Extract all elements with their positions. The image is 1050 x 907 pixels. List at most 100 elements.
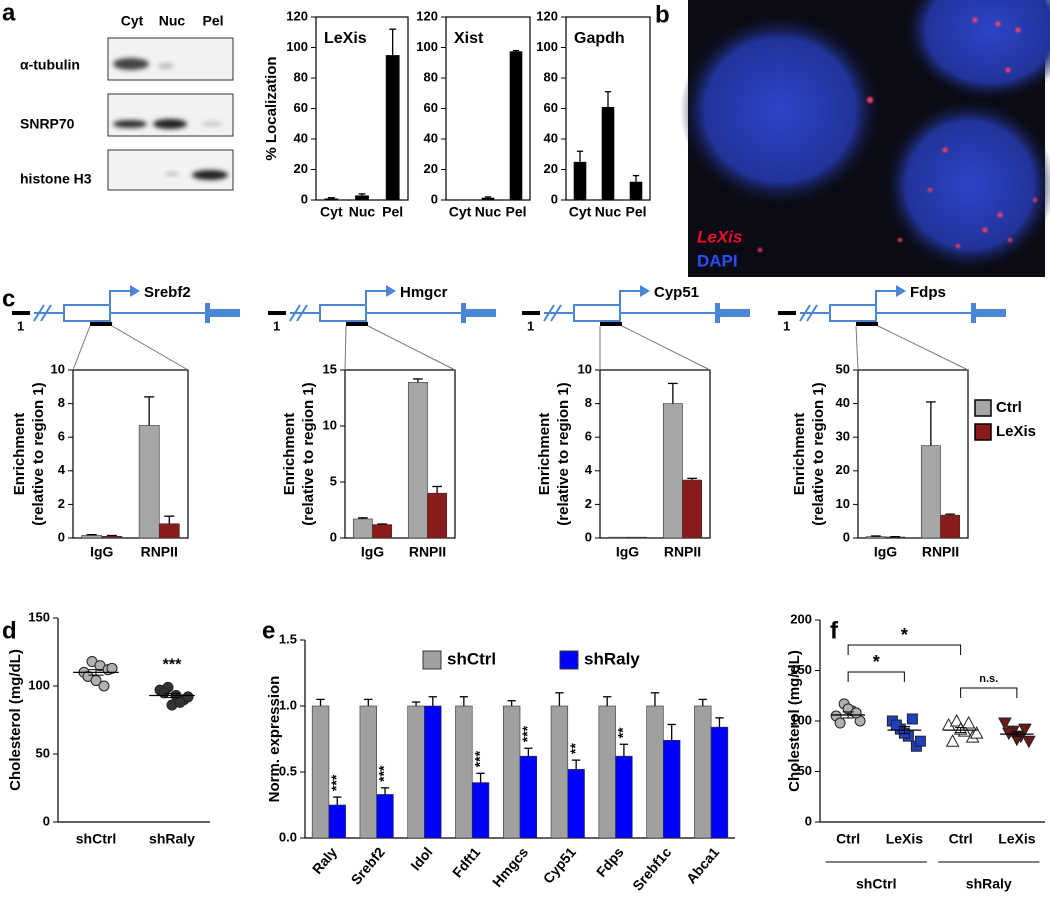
chart-title: Xist: [454, 30, 484, 47]
x-tick-label: Ctrl: [836, 831, 860, 847]
bar: [385, 55, 400, 200]
x-tick-label: Fdft1: [449, 844, 483, 881]
bar: [427, 492, 448, 539]
image-label: LeXis: [697, 227, 742, 246]
bar: [328, 804, 346, 839]
y-tick-label: 20: [544, 161, 558, 176]
bar: [629, 181, 643, 200]
bar: [424, 705, 442, 839]
y-tick-label: 100: [416, 39, 438, 54]
lane-label: Cyt: [121, 13, 144, 29]
y-axis-label: Enrichment: [281, 413, 298, 496]
legend-label: LeXis: [996, 423, 1036, 440]
x-tick-label: shCtrl: [76, 831, 116, 847]
zoom-line: [855, 325, 859, 371]
data-point: [158, 687, 170, 699]
significance-bracket: [847, 644, 962, 655]
break-mark: [296, 304, 308, 322]
group-label: shCtrl: [856, 876, 896, 892]
x-tick-label: shRaly: [149, 831, 195, 847]
bar: [502, 705, 521, 839]
y-tick-label: 30: [836, 429, 850, 444]
y-axis-label: Enrichment: [791, 413, 808, 496]
chart-title: Gapdh: [574, 30, 625, 47]
y-tick-label: 8: [58, 395, 65, 410]
bar: [682, 479, 703, 539]
bar: [550, 705, 569, 839]
region-label: 1: [17, 318, 24, 333]
bar: [567, 769, 585, 839]
data-point: [906, 713, 918, 725]
zoom-line: [72, 325, 91, 371]
arrow-head: [896, 285, 906, 297]
y-axis-label: % Localization: [263, 56, 280, 160]
y-tick-label: 0: [843, 529, 850, 544]
y-tick-label: 6: [585, 429, 592, 444]
data-point: [850, 707, 862, 719]
band: [158, 63, 174, 69]
chart-title: LeXis: [324, 30, 367, 47]
band: [113, 58, 149, 70]
y-tick-label: 60: [294, 100, 308, 115]
significance-label: *: [901, 625, 908, 645]
bar: [627, 536, 648, 539]
legend-label: shRaly: [584, 649, 640, 668]
x-tick-label: Nuc: [349, 204, 376, 220]
x-tick-label: IgG: [361, 544, 384, 560]
blot-strip: [107, 149, 234, 191]
x-tick-label: RNPII: [922, 544, 959, 560]
y-tick-label: 120: [286, 8, 308, 23]
bar: [352, 518, 373, 539]
y-tick-label: 60: [424, 100, 438, 115]
bar: [607, 536, 628, 539]
arrow-head: [386, 285, 396, 297]
break-mark: [543, 304, 555, 322]
y-tick-label: 4: [58, 462, 66, 477]
zoom-line: [877, 325, 969, 371]
gene-label: Cyp51: [654, 284, 699, 301]
band: [153, 119, 187, 129]
y-tick-label: 100: [790, 712, 812, 727]
data-point: [969, 726, 984, 739]
y-tick-label: 4: [585, 462, 593, 477]
y-tick-label: 0.0: [279, 829, 297, 844]
exon: [319, 304, 367, 322]
y-tick-label: 0: [58, 529, 65, 544]
data-point: [949, 713, 964, 727]
plot-frame: [344, 369, 456, 539]
row-label: α-tubulin: [20, 57, 80, 73]
tss-arrow: [619, 290, 642, 313]
x-tick-label: Cyt: [449, 204, 472, 220]
y-tick-label: 80: [424, 69, 438, 84]
y-axis-label: Enrichment: [11, 413, 28, 496]
y-tick-label: 150: [28, 609, 50, 624]
bar: [471, 782, 490, 839]
panel-label: c: [2, 285, 15, 312]
bar: [359, 705, 377, 839]
lane-label: Pel: [202, 13, 223, 29]
bar: [920, 445, 941, 539]
plot-frame: [72, 369, 189, 539]
tss-arrow: [109, 290, 132, 313]
y-tick-label: 0: [585, 529, 592, 544]
bar: [710, 726, 729, 839]
x-tick-label: RNPII: [409, 544, 446, 560]
y-axis-label: (relative to region 1): [30, 382, 47, 525]
gene-end: [461, 303, 466, 323]
bar: [101, 536, 123, 539]
data-point: [961, 715, 976, 729]
y-tick-label: 40: [544, 130, 558, 145]
gene-label: Fdps: [910, 284, 946, 301]
x-tick-label: Idol: [407, 844, 435, 873]
break-mark: [33, 304, 45, 322]
y-tick-label: 5: [330, 473, 337, 488]
y-tick-label: 10: [323, 417, 337, 432]
y-tick-label: 40: [424, 130, 438, 145]
y-tick-label: 150: [790, 662, 812, 677]
x-tick-label: IgG: [874, 544, 897, 560]
panel-label: e: [262, 617, 275, 644]
y-axis-label: (relative to region 1): [810, 382, 827, 525]
bar: [601, 106, 615, 200]
band: [192, 170, 228, 180]
y-tick-label: 2: [585, 496, 592, 511]
